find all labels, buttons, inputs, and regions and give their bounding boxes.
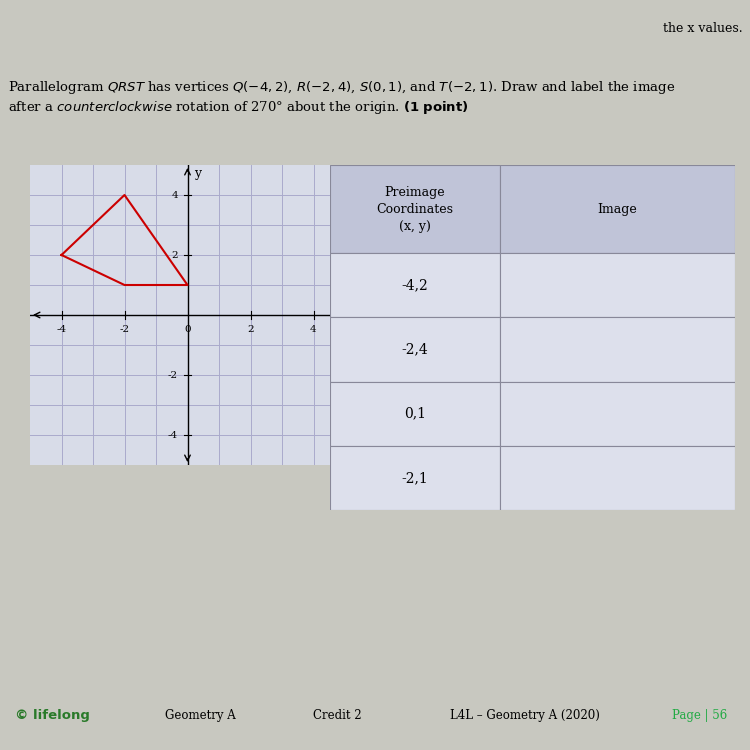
- Text: -2,4: -2,4: [402, 343, 428, 356]
- Text: -4: -4: [168, 430, 178, 439]
- Text: 4: 4: [310, 326, 316, 334]
- Bar: [500, 382, 735, 446]
- Text: -4: -4: [56, 326, 67, 334]
- Bar: [330, 254, 500, 317]
- Bar: [330, 317, 500, 382]
- Text: 2: 2: [172, 251, 178, 260]
- Text: 0,1: 0,1: [404, 406, 426, 421]
- Text: the x values.: the x values.: [663, 22, 742, 35]
- Text: Image: Image: [598, 202, 638, 216]
- Text: 2: 2: [248, 326, 254, 334]
- Text: -2,1: -2,1: [402, 471, 428, 485]
- Bar: [330, 446, 500, 510]
- Text: 4: 4: [172, 190, 178, 200]
- Text: Page | 56: Page | 56: [672, 709, 728, 722]
- Text: Geometry A: Geometry A: [165, 709, 236, 722]
- Bar: [500, 317, 735, 382]
- Text: -2: -2: [119, 326, 130, 334]
- Bar: [500, 446, 735, 510]
- Text: -4,2: -4,2: [402, 278, 428, 292]
- Text: 0: 0: [184, 326, 190, 334]
- Text: y: y: [194, 167, 201, 181]
- Bar: [500, 254, 735, 317]
- Bar: [330, 382, 500, 446]
- Text: © lifelong: © lifelong: [15, 709, 90, 722]
- Text: -2: -2: [168, 370, 178, 380]
- Text: Credit 2: Credit 2: [314, 709, 362, 722]
- Bar: [500, 165, 735, 254]
- Text: L4L – Geometry A (2020): L4L – Geometry A (2020): [450, 709, 600, 722]
- Bar: [330, 165, 500, 254]
- Text: Preimage
Coordinates
(x, y): Preimage Coordinates (x, y): [376, 186, 454, 232]
- Text: Parallelogram $QRST$ has vertices $Q(-4, 2)$, $R(-2, 4)$, $S(0, 1)$, and $T(-2, : Parallelogram $QRST$ has vertices $Q(-4,…: [8, 80, 675, 116]
- Text: x: x: [332, 295, 339, 307]
- Text: Transformation Rule:: Transformation Rule:: [315, 170, 466, 183]
